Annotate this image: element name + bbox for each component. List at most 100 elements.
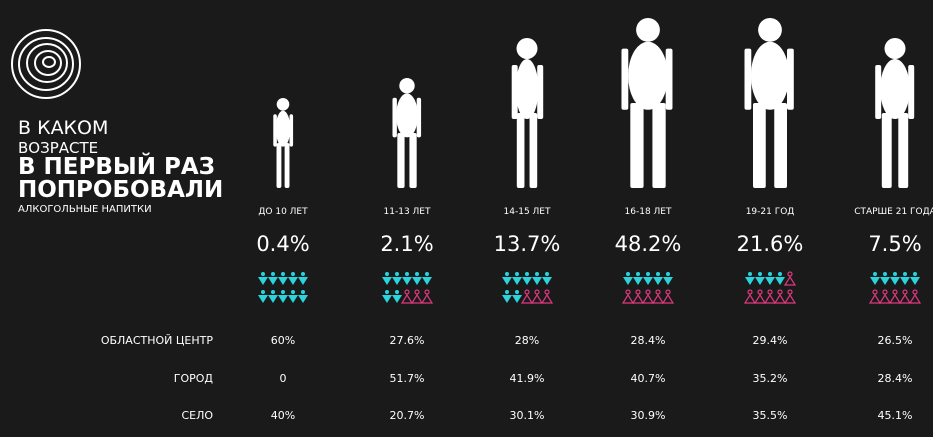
silhouette — [511, 38, 544, 188]
icon-body — [763, 293, 777, 304]
icon-body — [512, 295, 522, 303]
row-label: ОБЛАСТНОЙ ЦЕНТР — [101, 334, 214, 347]
cell: 26.5% — [878, 334, 913, 347]
male-icon — [278, 272, 288, 285]
icon-body — [402, 277, 412, 285]
female-icon — [530, 289, 544, 304]
male-icon — [633, 272, 643, 285]
torso — [880, 59, 910, 119]
arm — [537, 65, 544, 119]
age-label: 19-21 ГОД — [746, 207, 795, 217]
icon-head — [883, 272, 887, 276]
icon-body — [400, 293, 414, 304]
icon-body — [512, 277, 522, 285]
head — [516, 38, 538, 59]
icon-head — [545, 272, 549, 276]
icon-head — [281, 290, 285, 294]
male-icon — [900, 272, 910, 285]
icon-body — [268, 295, 278, 303]
female-icon — [651, 289, 665, 304]
male-icon — [258, 290, 268, 303]
male-icon — [258, 272, 268, 285]
cell: 28.4% — [631, 334, 666, 347]
icon-body — [420, 293, 434, 304]
icon-head — [535, 272, 539, 276]
female-icon — [410, 289, 424, 304]
title-line: В КАКОМ — [18, 117, 108, 139]
icon-body — [880, 277, 890, 285]
icon-body — [888, 293, 902, 304]
female-icon — [631, 289, 645, 304]
icon-head — [291, 272, 295, 276]
icon-body — [663, 277, 673, 285]
female-icon — [878, 289, 892, 304]
arm — [665, 48, 673, 110]
share: 2.1% — [380, 232, 433, 256]
icon-head — [425, 272, 429, 276]
icon-body — [540, 293, 554, 304]
female-icon — [621, 289, 635, 304]
row-label: ГОРОД — [174, 372, 214, 385]
age-label: ДО 10 ЛЕТ — [258, 207, 308, 217]
age-label: 16-18 ЛЕТ — [625, 207, 672, 217]
title-line: В ПЕРВЫЙ РАЗ — [18, 152, 215, 180]
female-icon — [743, 289, 757, 304]
male-icon — [643, 272, 653, 285]
male-icon — [392, 272, 402, 285]
icon-body — [382, 277, 392, 285]
icon-body — [410, 293, 424, 304]
female-icon — [868, 289, 882, 304]
leg — [516, 113, 525, 188]
icon-body — [288, 277, 298, 285]
head — [636, 18, 660, 42]
icon-body — [530, 293, 544, 304]
icon-body — [382, 295, 392, 303]
male-icon — [288, 272, 298, 285]
cell: 30.1% — [510, 409, 545, 422]
female-icon — [420, 289, 434, 304]
share: 7.5% — [868, 232, 921, 256]
icon-body — [278, 277, 288, 285]
cell: 45.1% — [878, 409, 913, 422]
silhouette — [744, 18, 794, 188]
female-icon — [908, 289, 922, 304]
male-icon — [653, 272, 663, 285]
icon-body — [643, 277, 653, 285]
icon-head — [385, 272, 389, 276]
icon-body — [641, 293, 655, 304]
icon-head — [261, 272, 265, 276]
male-icon — [623, 272, 633, 285]
icon-head — [893, 272, 897, 276]
icon-body — [392, 277, 402, 285]
icon-head — [281, 272, 285, 276]
share: 13.7% — [494, 232, 561, 256]
male-icon — [910, 272, 920, 285]
leg — [284, 143, 290, 188]
icon-body — [258, 295, 268, 303]
icon-head — [903, 272, 907, 276]
icon-head — [768, 272, 772, 276]
torso — [628, 41, 668, 110]
leg — [397, 133, 405, 188]
male-icon — [278, 290, 288, 303]
icon-head — [395, 272, 399, 276]
age-label: 14-15 ЛЕТ — [504, 207, 551, 217]
cell: 60% — [271, 334, 295, 347]
icon-body — [878, 293, 892, 304]
icon-head — [385, 290, 389, 294]
icon-body — [623, 277, 633, 285]
cell: 28% — [515, 334, 539, 347]
female-icon — [400, 289, 414, 304]
cell: 27.6% — [390, 334, 425, 347]
icon-body — [890, 277, 900, 285]
cell: 40% — [271, 409, 295, 422]
icon-head — [261, 290, 265, 294]
icon-body — [651, 293, 665, 304]
leg — [898, 113, 909, 188]
icon-head — [778, 272, 782, 276]
icon-head — [301, 272, 305, 276]
icon-head — [525, 272, 529, 276]
female-icon — [783, 271, 797, 286]
arm — [908, 65, 915, 119]
icon-body — [522, 277, 532, 285]
